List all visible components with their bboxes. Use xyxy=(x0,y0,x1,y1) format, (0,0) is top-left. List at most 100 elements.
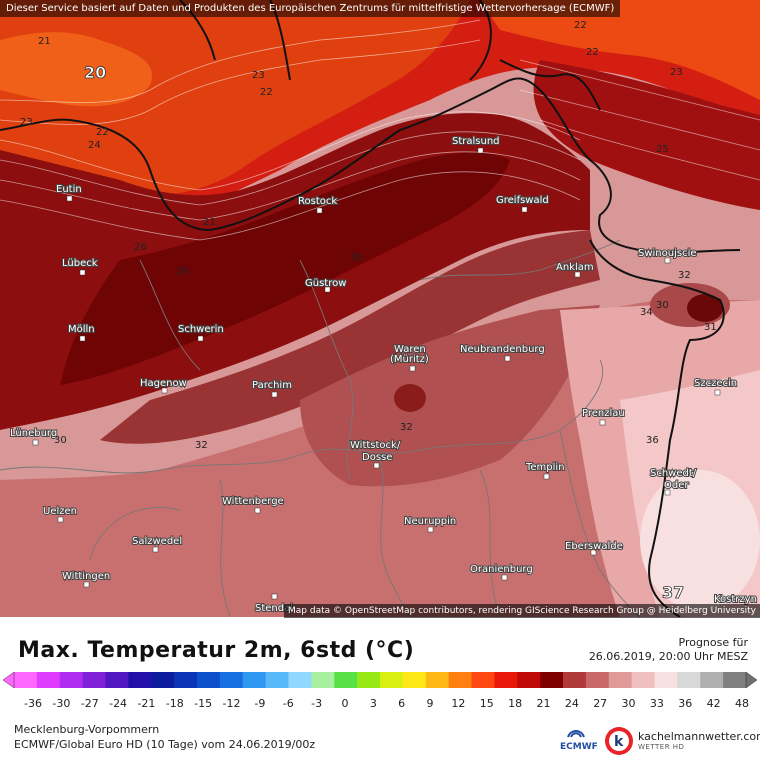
forecast-datetime: 26.06.2019, 20:00 Uhr MESZ xyxy=(588,650,748,663)
scale-tick-label: 6 xyxy=(398,697,405,710)
svg-text:Anklam: Anklam xyxy=(556,262,594,273)
scale-cell xyxy=(517,672,541,688)
svg-text:Mölln: Mölln xyxy=(68,324,95,335)
scale-tick-label: 12 xyxy=(451,697,465,710)
scale-cell xyxy=(494,672,518,688)
city-neuruppin: Neuruppin xyxy=(403,515,457,533)
scale-cell xyxy=(36,672,61,688)
svg-text:Wittstock/: Wittstock/ xyxy=(350,440,401,451)
svg-text:Salzwedel: Salzwedel xyxy=(132,536,182,547)
scale-right-arrow xyxy=(745,671,758,689)
svg-text:Güstrow: Güstrow xyxy=(305,278,346,289)
scale-cell xyxy=(14,672,38,688)
svg-text:Greifswald: Greifswald xyxy=(496,195,549,206)
city-stralsund: Stralsund xyxy=(451,135,501,154)
scale-tick-label: 27 xyxy=(593,697,607,710)
svg-text:21: 21 xyxy=(38,36,51,47)
svg-text:Stendal: Stendal xyxy=(255,603,293,614)
scale-cell xyxy=(82,672,106,688)
svg-text:25: 25 xyxy=(656,144,669,155)
city-rostock: Rostock xyxy=(297,195,338,214)
scale-cell xyxy=(288,672,312,688)
isotherms xyxy=(0,19,760,241)
scale-tick-label: 15 xyxy=(480,697,494,710)
scale-cell xyxy=(197,672,221,688)
city-parchim: Parchim xyxy=(251,379,293,398)
forecast-label: Prognose für xyxy=(678,636,749,649)
color-scale-ticks: -36 -30 -27 -24 -21 -18 -15 -12 -9 -6 -3 0 3 6 9 12 15 18… xyxy=(24,697,749,710)
svg-text:Templin: Templin xyxy=(525,462,565,473)
max-label-37: 37 xyxy=(662,583,684,602)
isotherm-labels: 21 22 23 22 22 23 23 22 24 25 26 28 30 2… xyxy=(20,20,717,602)
svg-text:Uelzen: Uelzen xyxy=(43,506,77,517)
scale-tick-label: -12 xyxy=(223,697,241,710)
scale-cell xyxy=(471,672,495,688)
svg-text:Lüneburg: Lüneburg xyxy=(10,428,57,439)
city-eutin: Eutin xyxy=(55,183,83,202)
svg-text:Oder: Oder xyxy=(664,480,689,491)
scale-tick-label: 48 xyxy=(735,697,749,710)
svg-text:23: 23 xyxy=(670,67,683,78)
region-label: Mecklenburg-Vorpommern xyxy=(14,723,160,736)
temp-zone-20 xyxy=(0,32,152,107)
coastline-border xyxy=(0,0,741,617)
scale-tick-label: -15 xyxy=(194,697,212,710)
svg-text:Schwedt/: Schwedt/ xyxy=(650,468,697,479)
scale-cell xyxy=(334,672,358,688)
svg-text:Rostock: Rostock xyxy=(298,196,337,207)
svg-text:23: 23 xyxy=(252,70,265,81)
svg-text:Parchim: Parchim xyxy=(252,380,292,391)
svg-text:32: 32 xyxy=(678,270,691,281)
scale-cell xyxy=(380,672,404,688)
scale-cell xyxy=(425,672,450,688)
scale-tick-label: 42 xyxy=(707,697,721,710)
scale-tick-label: 36 xyxy=(678,697,692,710)
svg-text:21: 21 xyxy=(203,217,216,228)
svg-text:30: 30 xyxy=(656,300,669,311)
scale-tick-label: 3 xyxy=(370,697,377,710)
svg-text:Eutin: Eutin xyxy=(56,184,82,195)
scale-cell xyxy=(59,672,84,688)
svg-text:23: 23 xyxy=(20,117,33,128)
city-schwerin: Schwerin xyxy=(177,323,225,342)
city-wittenberge: Wittenberge xyxy=(221,495,285,514)
scale-cell xyxy=(585,672,610,688)
city-anklam: Anklam xyxy=(555,261,595,278)
scale-left-arrow xyxy=(2,671,15,689)
brand-sub: WETTER HD xyxy=(638,743,685,751)
svg-text:Hagenow: Hagenow xyxy=(140,378,187,389)
color-scale: -36 -30 -27 -24 -21 -18 -15 -12 -9 -6 -3 0 3 6 9 12 15 18… xyxy=(2,671,758,710)
kachelmannwetter-logo[interactable]: k kachelmannwetter.com WETTER HD xyxy=(602,725,760,757)
scale-cell xyxy=(677,672,701,688)
scale-tick-label: -6 xyxy=(283,697,294,710)
city-hagenow: Hagenow xyxy=(139,377,188,394)
ecmwf-logo: ECMWF xyxy=(560,725,598,755)
city-kostrzyn: Kostrzyn xyxy=(713,593,758,606)
scale-tick-label: 18 xyxy=(508,697,522,710)
svg-text:32: 32 xyxy=(195,440,208,451)
scale-cell xyxy=(402,672,427,688)
city-markers: Rostock Stralsund Greifswald Eutin Lübec… xyxy=(9,135,758,615)
svg-text:Neuruppin: Neuruppin xyxy=(404,516,456,527)
ecmwf-logo-mark xyxy=(567,730,585,738)
svg-text:Wittenberge: Wittenberge xyxy=(222,496,284,507)
city-salzwedel: Salzwedel xyxy=(131,535,183,553)
city-greifswald: Greifswald xyxy=(495,194,550,213)
temp-zone-30 xyxy=(100,230,600,444)
svg-text:22: 22 xyxy=(586,47,599,58)
svg-text:Schwerin: Schwerin xyxy=(178,324,224,335)
scale-tick-label: 33 xyxy=(650,697,664,710)
scale-cell xyxy=(563,672,587,688)
svg-text:Dosse: Dosse xyxy=(362,452,392,463)
scale-cell xyxy=(151,672,175,688)
scale-cell xyxy=(311,672,335,688)
scale-cell xyxy=(448,672,472,688)
svg-text:22: 22 xyxy=(574,20,587,31)
temp-zone-37 xyxy=(640,470,760,610)
scale-tick-label: 21 xyxy=(536,697,550,710)
city-neubrandenburg: Neubrandenburg xyxy=(459,343,546,362)
scale-cell xyxy=(654,672,678,688)
svg-text:Waren: Waren xyxy=(394,344,426,355)
kachelmann-k-icon: k xyxy=(605,727,633,755)
city-uelzen: Uelzen xyxy=(42,505,78,523)
